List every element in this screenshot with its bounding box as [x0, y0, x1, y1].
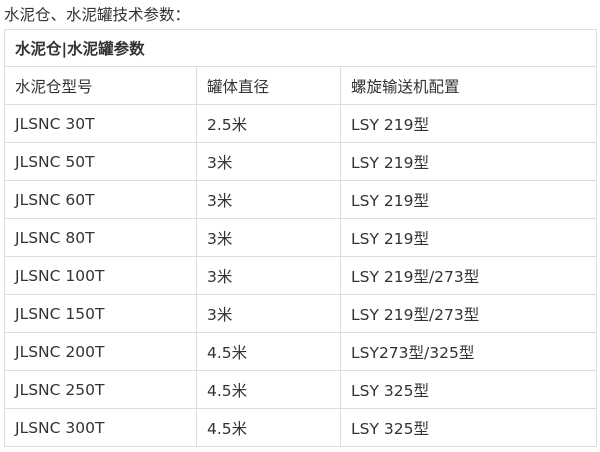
cell-model: JLSNC 150T	[4, 294, 197, 333]
cell-model: JLSNC 30T	[4, 104, 197, 143]
cell-diameter: 4.5米	[196, 370, 341, 409]
cell-conveyor: LSY 325型	[340, 370, 597, 409]
cell-conveyor: LSY 219型	[340, 104, 597, 143]
cell-model: JLSNC 100T	[4, 256, 197, 295]
header-conveyor: 螺旋输送机配置	[340, 66, 597, 105]
cell-conveyor: LSY 219型	[340, 180, 597, 219]
cell-model: JLSNC 50T	[4, 142, 197, 181]
cell-conveyor: LSY 219型/273型	[340, 294, 597, 333]
table-header-row: 水泥仓型号 罐体直径 螺旋输送机配置	[4, 66, 597, 105]
cell-conveyor: LSY 219型	[340, 142, 597, 181]
table-row: JLSNC 300T 4.5米 LSY 325型	[4, 408, 597, 447]
cell-model: JLSNC 80T	[4, 218, 197, 257]
cell-diameter: 3米	[196, 218, 341, 257]
header-diameter: 罐体直径	[196, 66, 341, 105]
table-row: JLSNC 150T 3米 LSY 219型/273型	[4, 294, 597, 333]
cell-conveyor: LSY 219型	[340, 218, 597, 257]
cell-model: JLSNC 300T	[4, 408, 197, 447]
cell-conveyor: LSY 325型	[340, 408, 597, 447]
cell-model: JLSNC 60T	[4, 180, 197, 219]
parameters-table: 水泥仓|水泥罐参数 水泥仓型号 罐体直径 螺旋输送机配置 JLSNC 30T 2.…	[4, 29, 597, 447]
cell-model: JLSNC 250T	[4, 370, 197, 409]
header-model: 水泥仓型号	[4, 66, 197, 105]
cell-conveyor: LSY 219型/273型	[340, 256, 597, 295]
cell-conveyor: LSY273型/325型	[340, 332, 597, 371]
table-row: JLSNC 100T 3米 LSY 219型/273型	[4, 256, 597, 295]
cell-model: JLSNC 200T	[4, 332, 197, 371]
cell-diameter: 2.5米	[196, 104, 341, 143]
table-row: JLSNC 200T 4.5米 LSY273型/325型	[4, 332, 597, 371]
table-row: JLSNC 50T 3米 LSY 219型	[4, 142, 597, 181]
cell-diameter: 3米	[196, 256, 341, 295]
table-title: 水泥仓|水泥罐参数	[4, 29, 597, 67]
table-row: JLSNC 80T 3米 LSY 219型	[4, 218, 597, 257]
cell-diameter: 3米	[196, 180, 341, 219]
table-row: JLSNC 250T 4.5米 LSY 325型	[4, 370, 597, 409]
cell-diameter: 4.5米	[196, 408, 341, 447]
cell-diameter: 3米	[196, 294, 341, 333]
cell-diameter: 3米	[196, 142, 341, 181]
cell-diameter: 4.5米	[196, 332, 341, 371]
table-row: JLSNC 30T 2.5米 LSY 219型	[4, 104, 597, 143]
table-title-row: 水泥仓|水泥罐参数	[4, 29, 597, 67]
intro-text: 水泥仓、水泥罐技术参数：	[4, 6, 191, 24]
table-row: JLSNC 60T 3米 LSY 219型	[4, 180, 597, 219]
